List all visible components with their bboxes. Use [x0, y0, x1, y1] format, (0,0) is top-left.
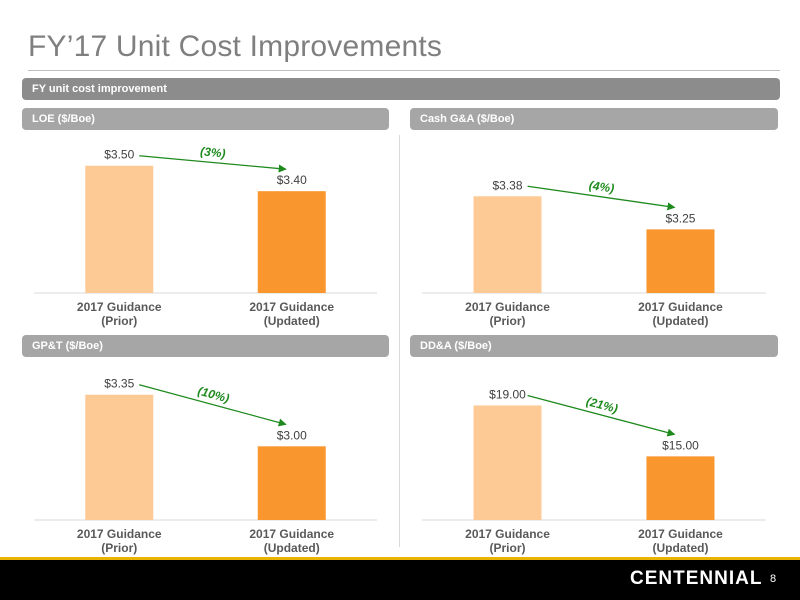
data-label: $3.00: [277, 428, 307, 442]
panel-header-gpt: GP&T ($/Boe): [22, 335, 389, 357]
bar-prior: [473, 405, 542, 520]
page-number: 8: [770, 573, 777, 585]
category-label: 2017 Guidance: [249, 300, 334, 314]
change-label: (4%): [588, 178, 615, 195]
bar-updated: [257, 446, 326, 520]
panel-header-dda: DD&A ($/Boe): [410, 335, 778, 357]
section-header: FY unit cost improvement: [22, 78, 780, 100]
category-label: (Prior): [101, 314, 137, 328]
change-arrow: [527, 394, 676, 437]
category-label: (Updated): [264, 314, 320, 328]
category-label: (Prior): [490, 314, 526, 328]
bar-prior: [85, 394, 154, 520]
page-title: FY’17 Unit Cost Improvements: [28, 30, 443, 63]
panel-header-loe: LOE ($/Boe): [22, 108, 389, 130]
bar-updated: [646, 229, 715, 293]
title-divider: [28, 70, 780, 71]
change-arrow: [139, 384, 287, 427]
bar-prior: [473, 196, 542, 293]
change-arrow: [139, 155, 287, 173]
category-label: (Prior): [490, 541, 526, 555]
change-label: (10%): [196, 384, 231, 406]
data-label: $3.40: [277, 173, 307, 187]
category-label: 2017 Guidance: [465, 527, 550, 541]
footer-bar: [0, 560, 800, 600]
category-label: 2017 Guidance: [77, 300, 162, 314]
company-logo: CENTENNIAL: [630, 568, 763, 589]
data-label: $15.00: [662, 438, 699, 452]
category-label: 2017 Guidance: [465, 300, 550, 314]
category-label: (Prior): [101, 541, 137, 555]
change-label: (3%): [200, 144, 227, 160]
category-label: (Updated): [652, 541, 708, 555]
footer-stripe: [0, 557, 800, 560]
data-label: $3.38: [493, 178, 523, 192]
data-label: $3.25: [665, 211, 695, 225]
category-label: (Updated): [652, 314, 708, 328]
bar-updated: [646, 456, 715, 520]
category-label: (Updated): [264, 541, 320, 555]
bar-prior: [85, 165, 154, 293]
category-label: 2017 Guidance: [638, 300, 723, 314]
category-label: 2017 Guidance: [249, 527, 334, 541]
data-label: $3.35: [104, 377, 134, 391]
data-label: $3.50: [104, 148, 134, 162]
data-label: $19.00: [489, 387, 526, 401]
panel-divider: [399, 135, 400, 547]
bar-updated: [257, 191, 326, 293]
change-arrow: [527, 185, 676, 211]
category-label: 2017 Guidance: [77, 527, 162, 541]
panel-header-cash-ga: Cash G&A ($/Boe): [410, 108, 778, 130]
category-label: 2017 Guidance: [638, 527, 723, 541]
